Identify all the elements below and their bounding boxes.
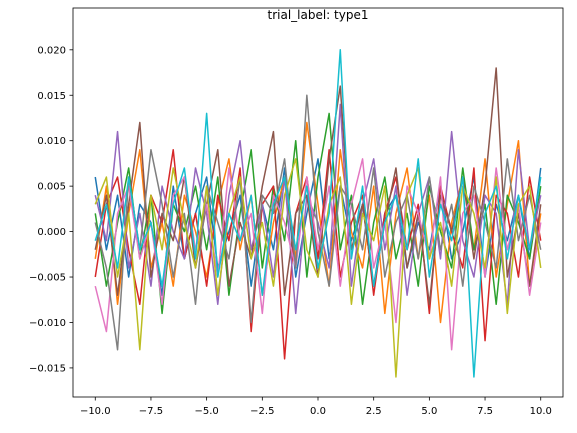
y-tick-label: −0.015 <box>29 363 66 374</box>
y-tick-label: 0.015 <box>37 91 66 102</box>
x-tick-label: 10.0 <box>530 406 552 417</box>
x-tick-label: −7.5 <box>139 406 163 417</box>
series-line <box>94 158 542 378</box>
y-tick-label: −0.010 <box>29 318 66 329</box>
x-tick-label: 2.5 <box>366 406 382 417</box>
y-tick-label: −0.005 <box>29 273 66 284</box>
x-tick-label: 5.0 <box>421 406 437 417</box>
chart-title: trial_label: type1 <box>268 8 369 22</box>
y-tick-label: 0.020 <box>37 45 66 56</box>
x-tick-label: −10.0 <box>80 406 111 417</box>
x-tick-label: 7.5 <box>477 406 493 417</box>
series-line <box>94 158 542 296</box>
x-tick-label: −5.0 <box>194 406 218 417</box>
y-tick-label: 0.005 <box>37 182 66 193</box>
y-tick-label: 0.000 <box>37 227 66 238</box>
x-tick-label: 0.0 <box>310 406 326 417</box>
series-line <box>94 49 542 378</box>
x-tick-label: −2.5 <box>250 406 274 417</box>
plot-lines <box>94 49 542 378</box>
y-tick-label: 0.010 <box>37 136 66 147</box>
